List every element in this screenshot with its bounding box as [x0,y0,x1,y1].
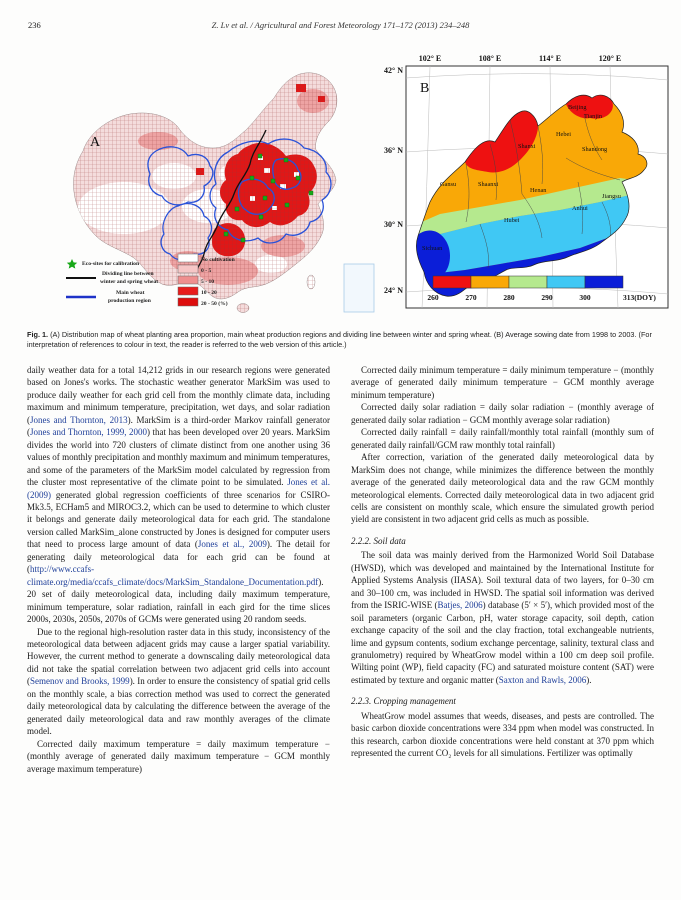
province-jiangsu: Jiangsu [602,193,622,200]
cbar-tick-313doy: 313(DOY) [623,293,656,302]
paragraph: Corrected daily solar radiation = daily … [351,402,654,425]
legend-production-label-2: production region [108,298,152,304]
map-a-sea-inset [343,263,375,313]
body-text: daily weather data for a total 14,212 gr… [27,364,654,775]
citation-link[interactable]: Saxton and Rawls, 2006 [498,674,587,685]
page-number: 236 [28,20,41,30]
province-shanxi: Shanxi [518,143,536,150]
map-a-wheat-distribution: A Eco-sites for calibration Dividing lin… [66,72,375,313]
province-shandong: Shandong [582,146,608,153]
legend-class-3: 10 - 20 [201,290,217,296]
figure-caption-text: (A) Distribution map of wheat planting a… [27,330,652,349]
legend-dividing-line-label-1: Dividing line between [102,271,154,277]
map-a-legend: Eco-sites for calibration Dividing line … [66,253,236,307]
map-b-doy-bands [416,95,647,297]
legend-class-swatches [177,253,199,307]
cbar-tick-300: 300 [579,293,591,302]
lat-tick-30n: 30° N [384,220,403,229]
cbar-tick-280: 280 [503,293,515,302]
province-henan: Henan [530,187,547,194]
right-column: Corrected daily minimum temperature = da… [351,364,654,775]
legend-class-1: 0 - 5 [201,268,211,274]
lon-tick-120e: 120° E [599,54,622,63]
province-tianjin: Tianjin [584,113,603,120]
map-b-label: B [420,81,429,96]
lat-tick-36n: 36° N [384,146,403,155]
map-a-dividing-line [195,129,267,273]
province-shaanxi: Shaanxi [478,181,499,188]
cbar-tick-270: 270 [465,293,477,302]
paragraph: After correction, variation of the gener… [351,452,654,525]
province-hebei: Hebei [556,131,571,138]
paragraph: Corrected daily maximum temperature = da… [27,738,330,774]
province-anhui: Anhui [572,205,588,212]
lon-tick-108e: 108° E [479,54,502,63]
legend-class-4: 20 - 50 (%) [201,300,228,307]
citation-link[interactable]: Jones and Thornton, 2013 [30,414,128,425]
legend-production-label-1: Main wheat [116,290,145,296]
cbar-tick-290: 290 [541,293,553,302]
province-beijing: Beijing [568,104,587,111]
map-a-eco-site-markers [223,153,314,243]
map-b-sowing-date: 102° E 108° E 114° E 120° E 42° N 36° N … [384,54,669,309]
legend-eco-sites-label: Eco-sites for calibration [82,261,140,267]
paragraph: WheatGrow model assumes that weeds, dise… [351,710,654,759]
citation-link[interactable]: http://www.ccafs-climate.org/media/ccafs… [27,564,319,587]
citation-link[interactable]: Semenov and Brooks, 1999 [30,676,130,687]
section-heading: 2.2.3. Cropping management [351,696,456,707]
province-sichuan: Sichuan [422,245,443,252]
citation-link[interactable]: Jones and Thornton, 1999, 2000 [30,427,147,438]
citation-link[interactable]: Jones et al., 2009 [197,539,267,550]
figure-1: A Eco-sites for calibration Dividing lin… [0,50,681,322]
section-heading: 2.2.2. Soil data [351,535,406,546]
legend-class-0: No cultivation [201,257,236,263]
map-a-label: A [90,135,101,150]
paragraph: Corrected daily rainfall = daily rainfal… [351,427,654,450]
legend-dividing-line-label-2: winter and spring wheat [100,279,158,285]
paragraph: The soil data was mainly derived from th… [351,550,655,685]
lat-tick-24n: 24° N [384,286,403,295]
lat-tick-42n: 42° N [384,66,403,75]
lon-tick-102e: 102° E [419,54,442,63]
left-column: daily weather data for a total 14,212 gr… [27,364,330,775]
eco-site-star-icon [66,259,78,269]
legend-class-2: 5 - 10 [201,279,214,285]
figure-caption: Fig. 1. (A) Distribution map of wheat pl… [27,330,655,350]
citation-link[interactable]: Jones et al. (2009) [27,477,330,500]
province-hubei: Hubei [504,217,520,224]
figure-caption-label: Fig. 1. [27,330,49,339]
paragraph: Corrected daily minimum temperature = da… [351,365,654,400]
citation-link[interactable]: Batjes, 2006 [437,600,483,611]
map-b-colorbar [432,275,624,289]
province-gansu: Gansu [440,181,457,188]
lon-tick-114e: 114° E [539,54,561,63]
running-head: Z. Lv et al. / Agricultural and Forest M… [211,20,470,30]
cbar-tick-260: 260 [427,293,439,302]
paragraph: Due to the regional high-resolution rast… [27,626,330,737]
map-b-region-outline [416,94,648,297]
paragraph: daily weather data for a total 14,212 gr… [27,365,331,625]
